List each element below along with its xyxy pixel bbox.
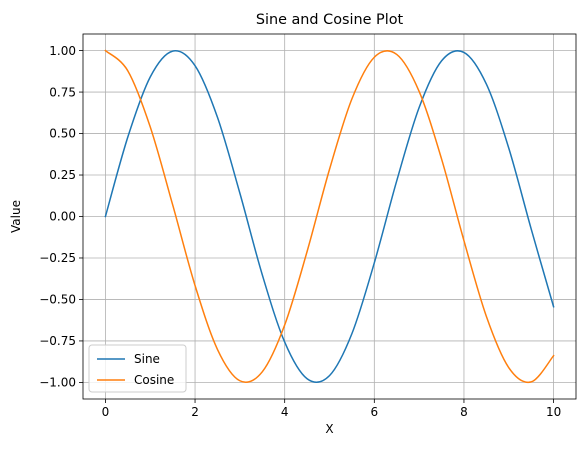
y-tick-label: −0.25 xyxy=(39,251,76,265)
x-tick-label: 8 xyxy=(460,405,468,419)
legend-label-cosine: Cosine xyxy=(134,373,174,387)
x-tick-label: 2 xyxy=(191,405,199,419)
x-axis-label: X xyxy=(325,422,333,436)
y-tick-label: −1.00 xyxy=(39,376,76,390)
x-tick-label: 6 xyxy=(370,405,378,419)
y-tick-label: −0.50 xyxy=(39,293,76,307)
series-line-sine xyxy=(104,49,555,383)
y-tick-label: 0.25 xyxy=(49,168,76,182)
y-tick-label: −0.75 xyxy=(39,334,76,348)
x-tick-label: 4 xyxy=(281,405,289,419)
series-layer xyxy=(104,49,555,384)
legend: Sine Cosine xyxy=(88,344,187,393)
series-line-cosine xyxy=(104,49,555,384)
grid xyxy=(83,34,576,399)
axis-ticks: 0 2 4 6 8 10 1.00 0.75 0.50 0.25 0.00 −0.25 −0.50 −0.… xyxy=(39,44,561,419)
x-tick-label: 10 xyxy=(546,405,561,419)
y-tick-label: 0.00 xyxy=(49,210,76,224)
y-tick-label: 0.50 xyxy=(49,127,76,141)
x-tick-label: 0 xyxy=(102,405,110,419)
y-tick-label: 0.75 xyxy=(49,85,76,99)
y-tick-label: 1.00 xyxy=(49,44,76,58)
legend-label-sine: Sine xyxy=(134,352,160,366)
chart-title: Sine and Cosine Plot xyxy=(256,12,404,28)
y-axis-label: Value xyxy=(9,200,23,233)
